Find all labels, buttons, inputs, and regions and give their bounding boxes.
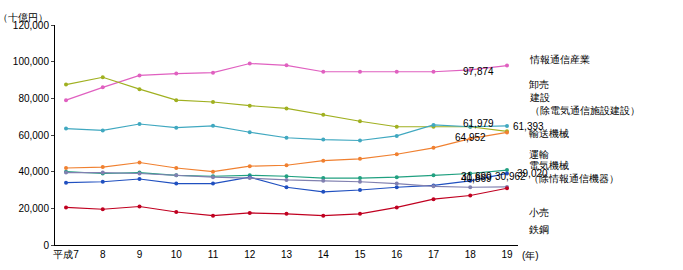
svg-text:16: 16: [391, 249, 403, 260]
svg-text:10: 10: [171, 249, 183, 260]
svg-text:17: 17: [428, 249, 440, 260]
svg-text:20,000: 20,000: [18, 203, 49, 214]
svg-text:61,393: 61,393: [513, 121, 544, 132]
svg-text:64,952: 64,952: [455, 132, 486, 143]
svg-text:小売: 小売: [529, 207, 549, 218]
svg-text:80,000: 80,000: [18, 93, 49, 104]
svg-text:電気機械（除情報通信機器）: 電気機械（除情報通信機器）: [529, 160, 619, 184]
svg-text:31,690: 31,690: [461, 171, 492, 182]
svg-text:12: 12: [244, 249, 256, 260]
svg-text:情報通信産業: 情報通信産業: [529, 54, 590, 65]
svg-text:運輸: 運輸: [529, 149, 549, 160]
svg-text:40,000: 40,000: [18, 166, 49, 177]
svg-text:120,000: 120,000: [13, 20, 50, 31]
svg-text:11: 11: [208, 249, 219, 260]
svg-text:(年): (年): [522, 250, 539, 261]
svg-text:平成7: 平成7: [53, 249, 79, 260]
svg-text:卸売: 卸売: [529, 79, 549, 90]
svg-text:15: 15: [354, 249, 366, 260]
svg-text:18: 18: [465, 249, 477, 260]
svg-text:61,979: 61,979: [463, 118, 494, 129]
svg-text:100,000: 100,000: [13, 56, 50, 67]
svg-text:60,000: 60,000: [18, 130, 49, 141]
svg-text:輸送機械: 輸送機械: [529, 128, 569, 139]
svg-text:13: 13: [281, 249, 293, 260]
svg-text:97,874: 97,874: [463, 66, 494, 77]
svg-text:8: 8: [100, 249, 106, 260]
svg-text:（十億円）: （十億円）: [0, 12, 48, 23]
svg-text:40,869: 40,869: [461, 173, 492, 184]
svg-text:39,020: 39,020: [517, 168, 548, 179]
svg-text:19: 19: [501, 249, 513, 260]
svg-text:建設（除電気通信施設建設）: 建設（除電気通信施設建設）: [529, 92, 640, 116]
svg-text:9: 9: [137, 249, 143, 260]
svg-text:鉄鋼: 鉄鋼: [529, 224, 549, 235]
svg-text:30,962: 30,962: [495, 171, 526, 182]
svg-text:14: 14: [318, 249, 330, 260]
svg-text:0: 0: [43, 240, 49, 251]
